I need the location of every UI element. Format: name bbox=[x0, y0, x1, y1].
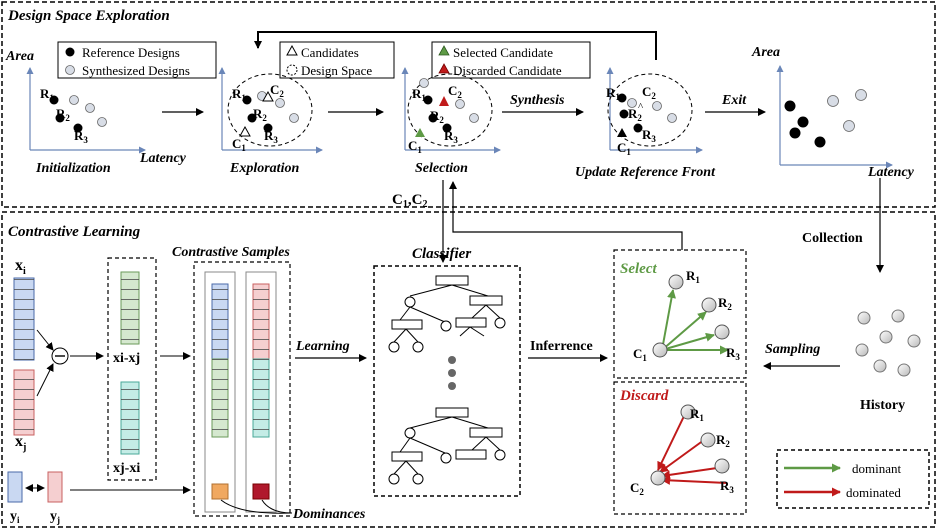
svg-text:xj: xj bbox=[15, 433, 26, 453]
arrow-label-sampling: Sampling bbox=[765, 342, 820, 357]
svg-text:C2: C2 bbox=[270, 82, 284, 99]
svg-text:^: ^ bbox=[638, 101, 644, 113]
legend-designs bbox=[57, 41, 217, 79]
svg-text:R1: R1 bbox=[40, 86, 54, 103]
stage-label-selection: Selection bbox=[415, 161, 468, 176]
dominances-label: Dominances bbox=[292, 507, 366, 522]
dominance-sample-red bbox=[252, 483, 270, 500]
contrastive-learning-panel bbox=[1, 211, 936, 528]
svg-text:Selected Candidate: Selected Candidate bbox=[453, 45, 553, 60]
svg-text:R2: R2 bbox=[253, 106, 267, 123]
select-label: Select bbox=[620, 261, 657, 277]
svg-text:R3: R3 bbox=[264, 128, 278, 145]
arrow-label-learning: Learning bbox=[295, 339, 350, 354]
stage-label-update: Update Reference Front bbox=[575, 165, 716, 180]
arrow-label-synthesis: Synthesis bbox=[510, 93, 565, 108]
design-space-exploration-panel bbox=[1, 1, 936, 208]
discard-box bbox=[613, 381, 747, 515]
axis-label-latency: Latency bbox=[139, 151, 187, 166]
svg-text:C1,C2: C1,C2 bbox=[392, 192, 427, 210]
svg-text:C2: C2 bbox=[642, 84, 656, 101]
svg-text:Candidates: Candidates bbox=[301, 45, 359, 60]
legend-dominant: dominant bbox=[852, 461, 901, 476]
svg-text:R2: R2 bbox=[718, 295, 732, 312]
decision-tree-bottom bbox=[388, 407, 506, 485]
arrow-label-exit: Exit bbox=[721, 93, 747, 108]
svg-text:yj: yj bbox=[50, 509, 60, 525]
section-title-cl: Contrastive Learning bbox=[8, 224, 141, 240]
svg-text:yi: yi bbox=[10, 509, 20, 525]
svg-text:C1: C1 bbox=[633, 346, 647, 363]
svg-text:R2: R2 bbox=[628, 106, 642, 123]
section-title-dse: Design Space Exploration bbox=[7, 8, 170, 24]
legend-candidates bbox=[279, 41, 395, 79]
stage-label-initialization: Initialization bbox=[35, 161, 111, 176]
svg-text:C1: C1 bbox=[232, 136, 246, 153]
history-points bbox=[855, 309, 921, 377]
plot-final: Area Latency bbox=[751, 45, 915, 180]
decision-tree-top bbox=[388, 275, 506, 353]
svg-text:R3: R3 bbox=[720, 478, 734, 495]
plot-initialization: Area Reference Designs Synthesized Desig… bbox=[5, 41, 217, 176]
svg-text:Design Space: Design Space bbox=[301, 63, 372, 78]
svg-text:R1: R1 bbox=[232, 86, 246, 103]
svg-text:R2: R2 bbox=[716, 432, 730, 449]
dominance-sample-orange bbox=[211, 483, 229, 500]
svg-text:Area: Area bbox=[751, 45, 780, 60]
svg-text:R1: R1 bbox=[690, 406, 704, 423]
svg-text:R2: R2 bbox=[56, 106, 70, 123]
plot-update-reference: ^ R1 C2 R2 R3 C1 Update Reference Front bbox=[575, 67, 716, 180]
plot-exploration: Candidates Design Space R1 C2 R2 R3 C1 E… bbox=[218, 41, 395, 176]
history-label: History bbox=[860, 398, 905, 413]
contrastive-samples-label: Contrastive Samples bbox=[172, 245, 290, 260]
svg-text:R3: R3 bbox=[726, 345, 740, 362]
svg-text:R1: R1 bbox=[606, 85, 620, 102]
legend-synthesized: Synthesized Designs bbox=[82, 63, 190, 78]
legend-dominated: dominated bbox=[846, 485, 901, 500]
svg-text:Latency: Latency bbox=[867, 165, 915, 180]
discard-graph: R1 R2 R3 C2 bbox=[630, 404, 734, 497]
svg-text:xi-xj: xi-xj bbox=[113, 351, 140, 366]
svg-text:C1: C1 bbox=[408, 138, 422, 155]
legend-reference: Reference Designs bbox=[82, 45, 180, 60]
svg-text:Discarded Candidate: Discarded Candidate bbox=[453, 63, 562, 78]
svg-text:C1: C1 bbox=[617, 140, 631, 157]
stage-label-exploration: Exploration bbox=[229, 161, 299, 176]
discard-label: Discard bbox=[619, 388, 669, 404]
legend-dominance bbox=[776, 449, 930, 509]
label-yj bbox=[47, 471, 63, 503]
svg-text:R3: R3 bbox=[74, 128, 88, 145]
label-yi bbox=[7, 471, 23, 503]
difference-box bbox=[107, 257, 157, 481]
svg-text:R2: R2 bbox=[430, 108, 444, 125]
svg-text:R1: R1 bbox=[686, 268, 700, 285]
classifier-label: Classifier bbox=[412, 246, 471, 262]
classifier-box bbox=[373, 265, 521, 497]
plot-selection: Selected Candidate Discarded Candidate R… bbox=[401, 41, 591, 176]
arrow-label-inference: Inferrence bbox=[530, 339, 593, 354]
axis-label-area: Area bbox=[5, 49, 34, 64]
svg-text:C2: C2 bbox=[630, 480, 644, 497]
arrow-label-collection: Collection bbox=[802, 231, 863, 246]
legend-selection bbox=[431, 41, 591, 79]
svg-text:xi: xi bbox=[15, 257, 26, 277]
svg-text:R3: R3 bbox=[444, 128, 458, 145]
svg-text:xj-xi: xj-xi bbox=[113, 461, 140, 476]
select-graph: R1 R2 R3 C1 bbox=[633, 268, 740, 363]
select-box bbox=[613, 249, 747, 379]
svg-text:C2: C2 bbox=[448, 83, 462, 100]
svg-text:R3: R3 bbox=[642, 127, 656, 144]
svg-text:R1: R1 bbox=[412, 86, 426, 103]
